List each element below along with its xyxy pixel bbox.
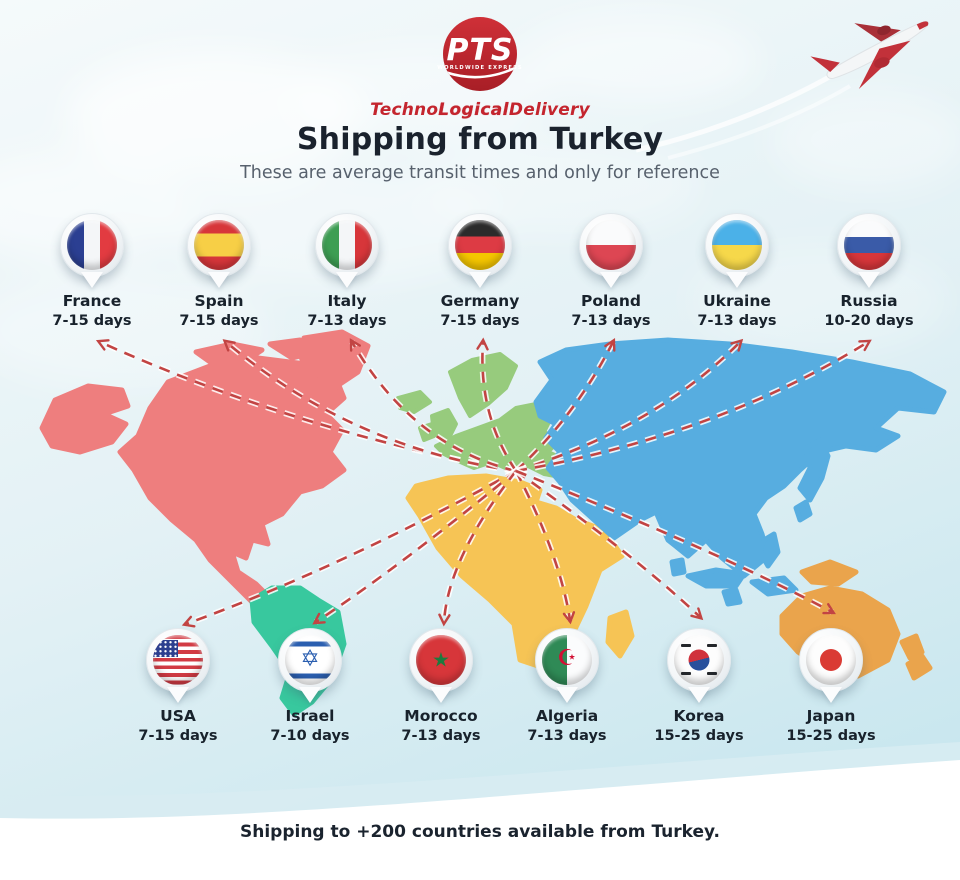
route-arrow-russia <box>515 339 872 473</box>
map-pin-marker <box>315 213 379 277</box>
country-pin-poland: Poland 7-13 days <box>546 213 676 329</box>
shipping-routes <box>95 337 872 628</box>
logo-circle <box>443 17 517 91</box>
transit-days: 15-25 days <box>786 728 876 744</box>
algeria-flag-icon <box>542 635 592 685</box>
transit-days: 7-13 days <box>307 313 387 329</box>
map-pin-marker <box>837 213 901 277</box>
map-pin-marker <box>278 628 342 692</box>
map-pin-marker <box>535 628 599 692</box>
country-pin-japan: Japan 15-25 days <box>766 628 896 744</box>
transit-days: 7-13 days <box>527 728 607 744</box>
footer-note: Shipping to +200 countries available fro… <box>239 822 721 842</box>
transit-days: 10-20 days <box>824 313 914 329</box>
germany-flag-icon <box>455 220 505 270</box>
country-pin-morocco: Morocco 7-13 days <box>376 628 506 744</box>
brand-name: TechnoLogicalDelivery <box>0 100 960 120</box>
country-pin-spain: Spain 7-15 days <box>154 213 284 329</box>
map-pin-marker <box>705 213 769 277</box>
france-flag-icon <box>67 220 117 270</box>
transit-days: 7-15 days <box>138 728 218 744</box>
map-pin-marker <box>146 628 210 692</box>
route-arrow-morocco <box>438 470 518 627</box>
country-pin-ukraine: Ukraine 7-13 days <box>672 213 802 329</box>
transit-days: 7-10 days <box>270 728 350 744</box>
map-pin-marker <box>799 628 863 692</box>
country-name: Japan <box>806 707 856 725</box>
brand-name-prefix: Techno <box>370 100 439 120</box>
pts-logo-badge: PTS WORLDWIDE EXPRESS <box>437 17 523 91</box>
israel-flag-icon <box>285 635 335 685</box>
bottom-wave <box>0 742 960 880</box>
country-name: Morocco <box>404 707 478 725</box>
brand-name-suffix: Delivery <box>508 100 590 120</box>
country-pin-russia: Russia 10-20 days <box>804 213 934 329</box>
route-arrow-spain <box>222 339 517 473</box>
pts-logo: PTS WORLDWIDE EXPRESS TechnoLogicalDeliv… <box>0 10 960 120</box>
page-subtitle: These are average transit times and only… <box>240 163 720 183</box>
country-pin-korea: Korea 15-25 days <box>634 628 764 744</box>
page-title: Shipping from Turkey <box>296 122 664 157</box>
morocco-flag-icon <box>416 635 466 685</box>
logo-tagline: WORLDWIDE EXPRESS <box>437 65 523 71</box>
route-arrow-poland <box>515 338 616 472</box>
route-arrow-italy <box>349 338 517 473</box>
country-name: Russia <box>840 292 898 310</box>
route-arrow-ukraine <box>515 338 744 473</box>
map-pin-marker <box>448 213 512 277</box>
country-pin-israel: Israel 7-10 days <box>245 628 375 744</box>
russia-flag-icon <box>844 220 894 270</box>
transit-days: 7-15 days <box>179 313 259 329</box>
country-name: Germany <box>440 292 520 310</box>
country-name: Poland <box>581 292 641 310</box>
route-arrow-israel <box>312 469 517 625</box>
route-arrow-japan <box>515 469 836 615</box>
country-pin-germany: Germany 7-15 days <box>415 213 545 329</box>
transit-days: 15-25 days <box>654 728 744 744</box>
route-arrow-korea <box>515 469 704 621</box>
map-pin-marker <box>667 628 731 692</box>
country-name: France <box>62 292 122 310</box>
country-name: Algeria <box>535 707 599 725</box>
spain-flag-icon <box>194 220 244 270</box>
country-name: Korea <box>673 707 725 725</box>
country-name: USA <box>160 707 196 725</box>
logo-text: PTS <box>446 33 513 68</box>
route-arrow-germany <box>476 337 518 472</box>
transit-days: 7-13 days <box>571 313 651 329</box>
transit-days: 7-15 days <box>52 313 132 329</box>
country-pin-italy: Italy 7-13 days <box>282 213 412 329</box>
map-pin-marker <box>579 213 643 277</box>
transit-days: 7-13 days <box>697 313 777 329</box>
brand-name-mid: Logical <box>438 100 509 120</box>
map-pin-marker <box>60 213 124 277</box>
country-pin-algeria: Algeria 7-13 days <box>502 628 632 744</box>
route-arrow-usa <box>181 469 517 628</box>
italy-flag-icon <box>322 220 372 270</box>
usa-flag-icon <box>153 635 203 685</box>
country-name: Spain <box>194 292 244 310</box>
country-pin-usa: USA 7-15 days <box>113 628 243 744</box>
transit-days: 7-13 days <box>401 728 481 744</box>
route-arrow-algeria <box>514 470 576 625</box>
map-pin-marker <box>187 213 251 277</box>
map-pin-marker <box>409 628 473 692</box>
ukraine-flag-icon <box>712 220 762 270</box>
korea-flag-icon <box>674 635 724 685</box>
country-name: Italy <box>327 292 367 310</box>
country-pin-france: France 7-15 days <box>27 213 157 329</box>
continent-north-america <box>39 329 371 605</box>
country-name: Ukraine <box>703 292 771 310</box>
poland-flag-icon <box>586 220 636 270</box>
japan-flag-icon <box>806 635 856 685</box>
country-name: Israel <box>285 707 335 725</box>
logo-swoosh-icon <box>444 66 516 79</box>
transit-days: 7-15 days <box>440 313 520 329</box>
